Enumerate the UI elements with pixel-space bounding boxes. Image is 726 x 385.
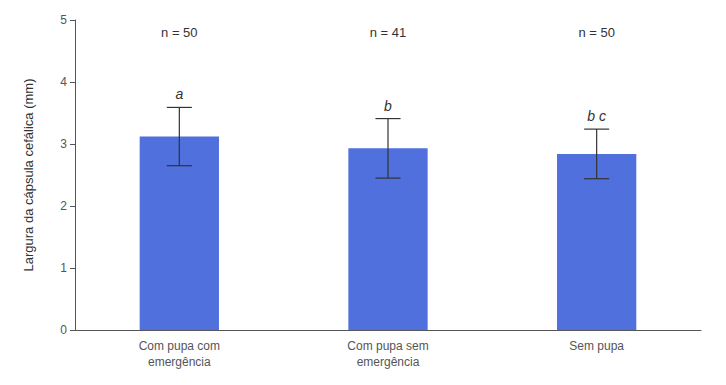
svg-text:2: 2 — [60, 199, 67, 213]
svg-text:n = 41: n = 41 — [370, 25, 407, 40]
svg-text:Com pupa com: Com pupa com — [139, 339, 220, 353]
svg-text:0: 0 — [60, 323, 67, 337]
svg-text:Sem pupa: Sem pupa — [569, 339, 624, 353]
svg-text:a: a — [175, 86, 183, 102]
svg-text:4: 4 — [60, 75, 67, 89]
svg-text:Com pupa sem: Com pupa sem — [347, 339, 428, 353]
svg-text:1: 1 — [60, 261, 67, 275]
svg-text:n = 50: n = 50 — [161, 25, 198, 40]
svg-text:3: 3 — [60, 137, 67, 151]
svg-text:5: 5 — [60, 13, 67, 27]
svg-text:n = 50: n = 50 — [578, 25, 615, 40]
svg-text:Largura da cápsula cefálica (m: Largura da cápsula cefálica (mm) — [21, 79, 36, 272]
svg-text:emergência: emergência — [357, 355, 420, 369]
svg-text:b: b — [384, 98, 392, 114]
svg-text:b c: b c — [587, 108, 606, 124]
svg-text:emergência: emergência — [148, 355, 211, 369]
